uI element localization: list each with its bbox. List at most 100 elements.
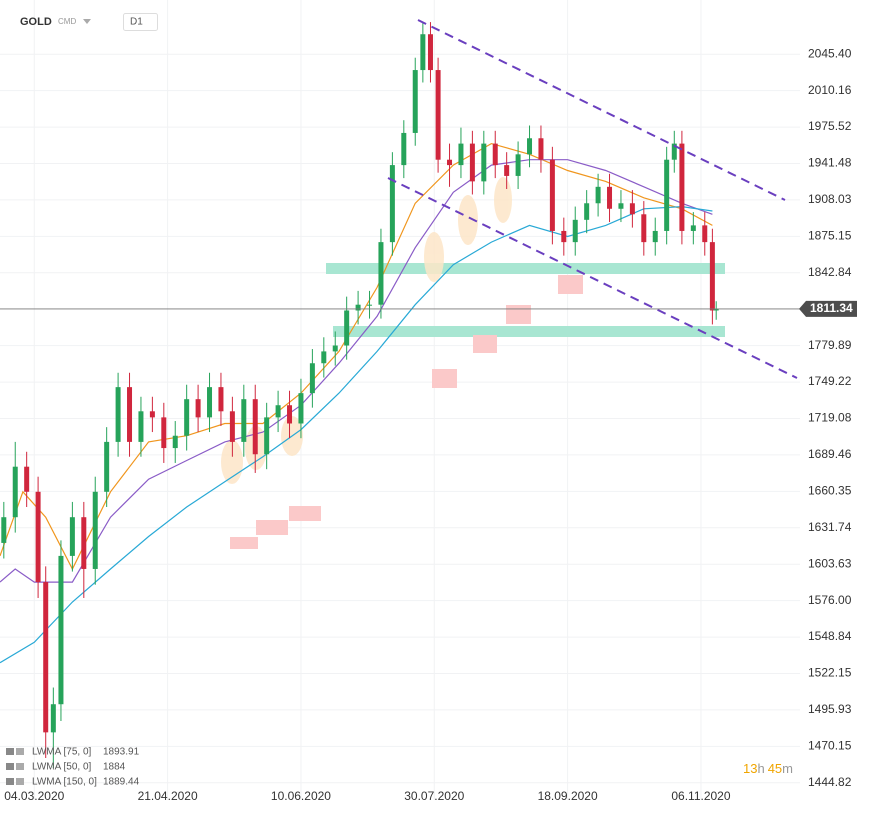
- candle-body: [664, 159, 670, 231]
- candle-body: [138, 411, 144, 442]
- countdown: 13h 45m: [743, 761, 793, 776]
- candle-body: [275, 405, 281, 418]
- legend-icon: [6, 778, 14, 785]
- resistance-zone: [326, 263, 725, 274]
- y-tick-label: 1975.52: [808, 119, 852, 133]
- grid: [0, 0, 800, 800]
- box: [432, 369, 457, 388]
- y-tick-label: 1603.63: [808, 556, 852, 570]
- box: [558, 275, 583, 294]
- y-tick-label: 1779.89: [808, 338, 852, 352]
- y-tick-label: 1522.15: [808, 666, 852, 680]
- candle-body: [427, 34, 433, 71]
- candle-body: [401, 132, 407, 166]
- candle-body: [561, 230, 567, 243]
- candle-body: [309, 363, 315, 394]
- candle-body: [458, 143, 464, 166]
- candle-body: [43, 582, 49, 733]
- legend-value: 1884: [103, 762, 126, 773]
- y-tick-label: 1576.00: [808, 593, 852, 607]
- y-tick-label: 1631.74: [808, 520, 852, 534]
- candle-body: [389, 165, 395, 243]
- dropdown-caret[interactable]: [83, 19, 91, 24]
- x-tick-label: 04.03.2020: [4, 789, 64, 803]
- candle-body: [618, 203, 624, 209]
- y-tick-label: 1842.84: [808, 265, 852, 279]
- y-tick-label: 1470.15: [808, 739, 852, 753]
- y-tick-label: 1875.15: [808, 229, 852, 243]
- candle-body: [412, 70, 418, 133]
- box: [256, 520, 288, 535]
- hours-unit: h: [757, 761, 764, 776]
- minutes-unit: m: [782, 761, 793, 776]
- candle-body: [607, 186, 613, 209]
- candle-body: [12, 466, 18, 518]
- x-tick-label: 10.06.2020: [271, 789, 331, 803]
- candle-body: [355, 304, 361, 311]
- y-tick-label: 2045.40: [808, 46, 852, 60]
- y-tick-label: 1941.48: [808, 156, 852, 170]
- candle-body: [420, 34, 426, 71]
- support-zone: [333, 326, 725, 337]
- candle-body: [702, 225, 708, 243]
- candle-body: [241, 399, 247, 442]
- candle-body: [229, 411, 235, 442]
- candle-body: [469, 143, 475, 182]
- candle-body: [332, 345, 338, 352]
- y-tick-label: 1495.93: [808, 702, 852, 716]
- legend-icon: [16, 763, 24, 770]
- annotation-boxes: [230, 275, 583, 549]
- candle-body: [344, 310, 350, 346]
- y-tick-label: 1660.35: [808, 484, 852, 498]
- legend: LWMA [75, 0] 1893.91 LWMA [50, 0] 1884 LWMA …: [6, 747, 140, 788]
- candle-body: [538, 138, 544, 160]
- candle-body: [447, 159, 453, 166]
- market: CMD: [58, 17, 76, 26]
- interval: D1: [130, 17, 143, 28]
- candle-body: [264, 417, 270, 455]
- candle-body: [104, 441, 110, 492]
- candle-body: [492, 143, 498, 166]
- candle-body: [629, 203, 635, 215]
- plot: [0, 22, 719, 769]
- trend-channel: [387, 19, 798, 379]
- candle-body: [549, 159, 555, 231]
- candle-body: [504, 165, 510, 176]
- candle-body: [709, 242, 715, 311]
- candle-body: [515, 154, 521, 176]
- candle-body: [481, 143, 487, 182]
- legend-icon: [16, 778, 24, 785]
- candle-body: [572, 219, 578, 243]
- trendline: [387, 177, 798, 379]
- candle-body: [69, 517, 75, 556]
- candle-body: [195, 399, 201, 418]
- last-price-label: 1811.34: [810, 301, 853, 315]
- candle-body: [713, 308, 719, 311]
- candle-body: [679, 143, 685, 231]
- legend-icon: [6, 748, 14, 755]
- legend-value: 1889.44: [103, 777, 140, 788]
- box: [289, 506, 321, 521]
- x-tick-label: 18.09.2020: [538, 789, 598, 803]
- candle-body: [652, 230, 658, 243]
- candle-body: [184, 399, 190, 436]
- box: [506, 305, 531, 324]
- candle-body: [584, 203, 590, 220]
- last-price-tag: [799, 300, 857, 317]
- y-tick-label: 1908.03: [808, 192, 852, 206]
- legend-label: LWMA [50, 0]: [32, 762, 92, 773]
- y-tick-label: 1719.08: [808, 411, 852, 425]
- candle-body: [595, 186, 601, 204]
- legend-label: LWMA [75, 0]: [32, 747, 92, 758]
- candle-body: [435, 70, 441, 160]
- candle-body: [641, 214, 647, 243]
- box: [473, 335, 497, 353]
- ellipse: [494, 177, 512, 223]
- interval-box[interactable]: [123, 13, 158, 31]
- ma-line: [0, 205, 713, 664]
- minutes: 45: [768, 761, 782, 776]
- candle-body: [287, 405, 293, 424]
- box: [230, 537, 258, 549]
- x-tick-label: 06.11.2020: [671, 789, 730, 803]
